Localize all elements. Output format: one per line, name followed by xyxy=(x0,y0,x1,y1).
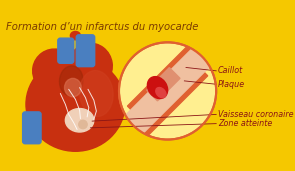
Ellipse shape xyxy=(156,88,166,98)
Ellipse shape xyxy=(65,109,94,132)
Ellipse shape xyxy=(71,31,81,40)
Ellipse shape xyxy=(33,49,76,93)
FancyBboxPatch shape xyxy=(23,112,41,144)
Ellipse shape xyxy=(69,43,112,88)
Text: Vaisseau coronaire: Vaisseau coronaire xyxy=(218,110,293,119)
Text: Caillot: Caillot xyxy=(218,66,243,75)
Ellipse shape xyxy=(60,66,83,96)
FancyBboxPatch shape xyxy=(76,35,95,67)
Ellipse shape xyxy=(26,57,125,151)
Polygon shape xyxy=(147,68,180,101)
Polygon shape xyxy=(120,44,215,138)
Circle shape xyxy=(119,42,216,140)
Ellipse shape xyxy=(65,78,81,97)
Text: Zone atteinte: Zone atteinte xyxy=(218,119,272,128)
Ellipse shape xyxy=(79,120,87,129)
Ellipse shape xyxy=(80,70,113,116)
Ellipse shape xyxy=(148,77,168,98)
FancyBboxPatch shape xyxy=(58,38,74,63)
Ellipse shape xyxy=(152,73,175,96)
Polygon shape xyxy=(114,59,208,153)
Polygon shape xyxy=(127,29,221,123)
Text: Formation d’un infarctus du myocarde: Formation d’un infarctus du myocarde xyxy=(6,22,198,32)
Text: Plaque: Plaque xyxy=(218,80,245,89)
